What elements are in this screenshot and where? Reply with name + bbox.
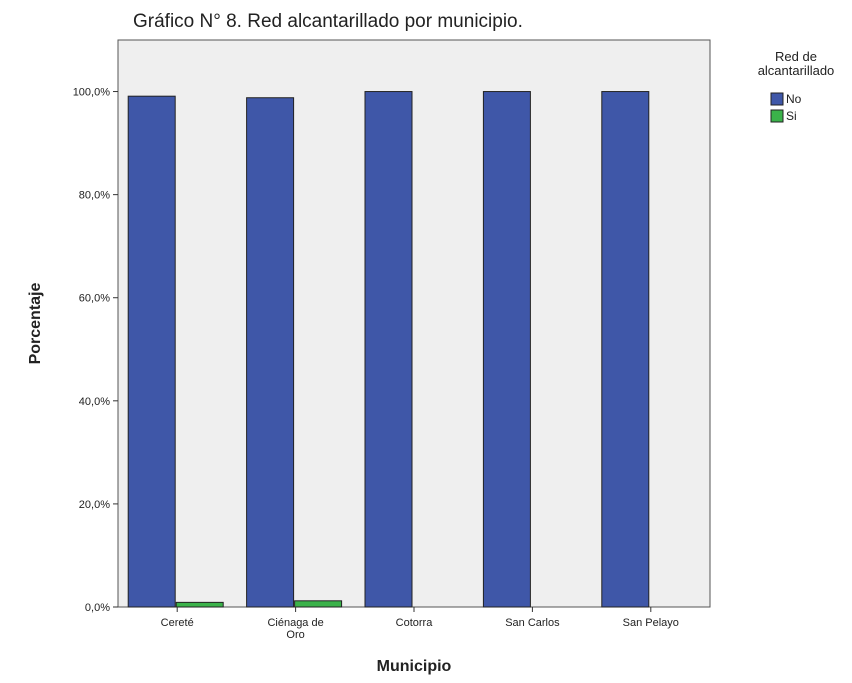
x-tick-label: Oro <box>286 629 304 641</box>
legend-label-no: No <box>786 92 802 106</box>
bar-no-1 <box>246 97 295 608</box>
bar-no-3 <box>482 91 531 608</box>
x-tick-label: Cereté <box>161 617 194 629</box>
bar-no-2 <box>364 91 413 608</box>
bar-si-1 <box>294 600 343 608</box>
y-tick-label: 60,0% <box>79 293 110 305</box>
bar-si-0 <box>175 601 224 608</box>
x-axis-label: Municipio <box>377 658 452 675</box>
y-axis: 0,0% 20,0% 40,0% 60,0% 80,0% 100,0% <box>73 87 118 614</box>
x-tick-label: Cotorra <box>396 617 434 629</box>
legend-swatch-no <box>770 92 784 106</box>
y-tick-label: 0,0% <box>85 602 110 614</box>
x-tick-label: San Carlos <box>505 617 560 629</box>
legend-swatch-si <box>770 109 784 123</box>
bar-no-4 <box>601 91 650 608</box>
chart-title: Gráfico N° 8. Red alcantarillado por mun… <box>133 11 523 32</box>
x-tick-label: San Pelayo <box>623 617 679 629</box>
legend-label-si: Si <box>786 109 797 123</box>
y-tick-label: 20,0% <box>79 499 110 511</box>
x-tick-label: Ciénaga de <box>267 617 323 629</box>
legend-title: Red de <box>775 49 817 64</box>
bar-no-0 <box>127 95 176 608</box>
y-axis-label: Porcentaje <box>27 282 44 364</box>
y-tick-label: 40,0% <box>79 396 110 408</box>
legend-title: alcantarillado <box>758 63 835 78</box>
bars-group <box>127 91 650 608</box>
y-tick-label: 80,0% <box>79 190 110 202</box>
y-tick-label: 100,0% <box>73 87 111 99</box>
